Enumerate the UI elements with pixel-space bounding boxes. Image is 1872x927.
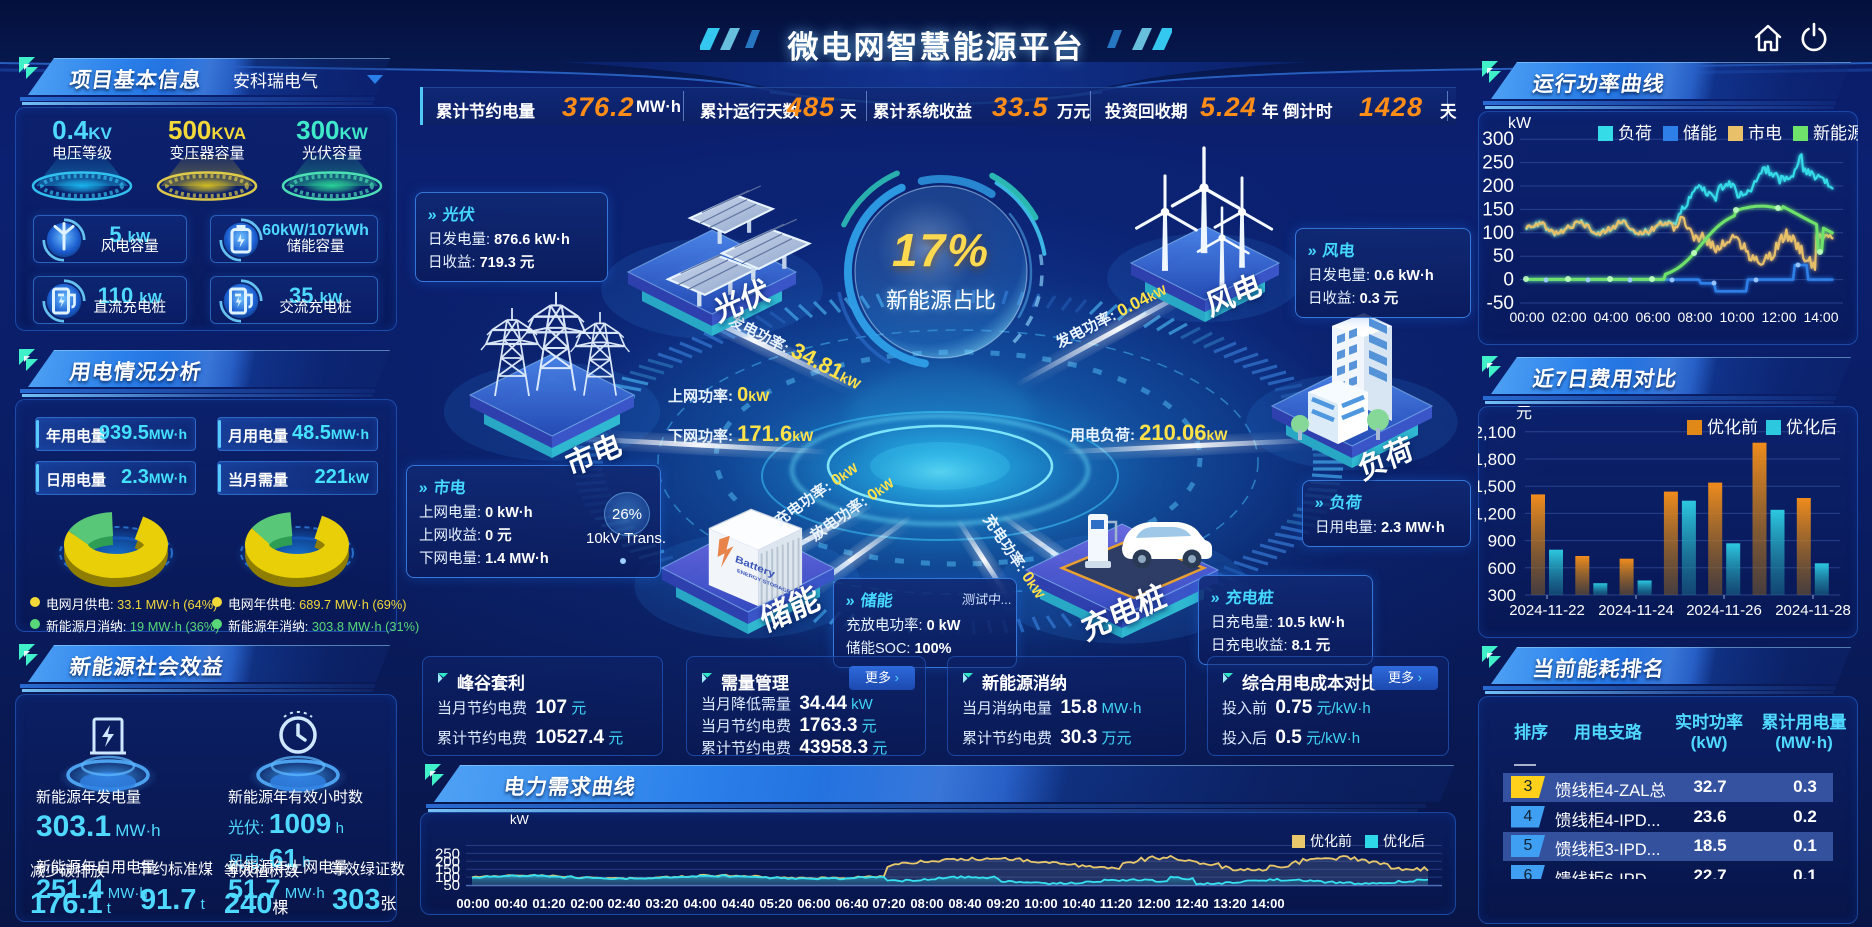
svg-text:市电: 市电 [1748,124,1782,143]
svg-text:01:20: 01:20 [532,896,565,911]
svg-text:06:40: 06:40 [835,896,868,911]
svg-text:900: 900 [1488,532,1516,551]
svg-text:300: 300 [1488,586,1516,605]
svg-text:2,100: 2,100 [1478,423,1516,442]
svg-text:-50: -50 [1487,293,1514,314]
svg-text:12:00: 12:00 [1137,896,1170,911]
svg-text:2024-11-26: 2024-11-26 [1686,602,1762,619]
svg-text:14:00: 14:00 [1803,309,1838,325]
svg-text:150: 150 [435,861,460,878]
svg-text:13:20: 13:20 [1213,896,1246,911]
svg-text:200: 200 [435,853,460,870]
svg-text:10:00: 10:00 [1024,896,1057,911]
svg-text:10:00: 10:00 [1719,309,1754,325]
svg-text:优化前: 优化前 [1310,833,1352,849]
svg-text:09:20: 09:20 [986,896,1019,911]
svg-text:优化后: 优化后 [1383,833,1425,849]
svg-text:02:00: 02:00 [570,896,603,911]
svg-text:00:00: 00:00 [456,896,489,911]
svg-text:250: 250 [1482,153,1514,174]
svg-text:150: 150 [1482,199,1514,220]
svg-text:负荷: 负荷 [1618,124,1652,143]
svg-text:1,800: 1,800 [1478,450,1516,469]
svg-text:14:00: 14:00 [1251,896,1284,911]
svg-text:kW: kW [510,812,530,827]
svg-text:04:00: 04:00 [1593,309,1628,325]
svg-text:06:00: 06:00 [797,896,830,911]
svg-text:2024-11-24: 2024-11-24 [1598,602,1674,619]
svg-text:05:20: 05:20 [759,896,792,911]
svg-text:08:00: 08:00 [1677,309,1712,325]
svg-text:08:40: 08:40 [948,896,981,911]
svg-text:11:20: 11:20 [1100,896,1133,911]
svg-text:200: 200 [1482,176,1514,197]
svg-text:0: 0 [1503,270,1514,291]
svg-text:100: 100 [435,869,460,886]
svg-text:元: 元 [1516,406,1532,422]
svg-text:07:20: 07:20 [872,896,905,911]
svg-text:优化前: 优化前 [1707,418,1758,437]
svg-text:100: 100 [1482,223,1514,244]
svg-text:储能: 储能 [1683,124,1717,143]
svg-text:04:40: 04:40 [721,896,754,911]
svg-text:02:40: 02:40 [607,896,640,911]
svg-text:00:40: 00:40 [494,896,527,911]
svg-text:06:00: 06:00 [1635,309,1670,325]
svg-text:优化后: 优化后 [1786,418,1837,437]
svg-text:50: 50 [1493,246,1514,267]
svg-text:08:00: 08:00 [910,896,943,911]
svg-text:2024-11-22: 2024-11-22 [1509,602,1585,619]
svg-text:600: 600 [1488,559,1516,578]
svg-text:2024-11-28: 2024-11-28 [1775,602,1851,619]
svg-text:250: 250 [435,845,460,862]
svg-text:02:00: 02:00 [1551,309,1586,325]
svg-text:10:40: 10:40 [1062,896,1095,911]
svg-text:04:00: 04:00 [683,896,716,911]
svg-text:50: 50 [443,877,460,894]
svg-text:300: 300 [1482,129,1514,150]
svg-text:03:20: 03:20 [645,896,678,911]
svg-text:1,200: 1,200 [1478,504,1516,523]
svg-text:kW: kW [1508,115,1532,132]
svg-text:1,500: 1,500 [1478,477,1516,496]
svg-text:12:00: 12:00 [1761,309,1796,325]
svg-text:新能源: 新能源 [1813,124,1858,143]
svg-text:00:00: 00:00 [1509,309,1544,325]
svg-text:12:40: 12:40 [1175,896,1208,911]
